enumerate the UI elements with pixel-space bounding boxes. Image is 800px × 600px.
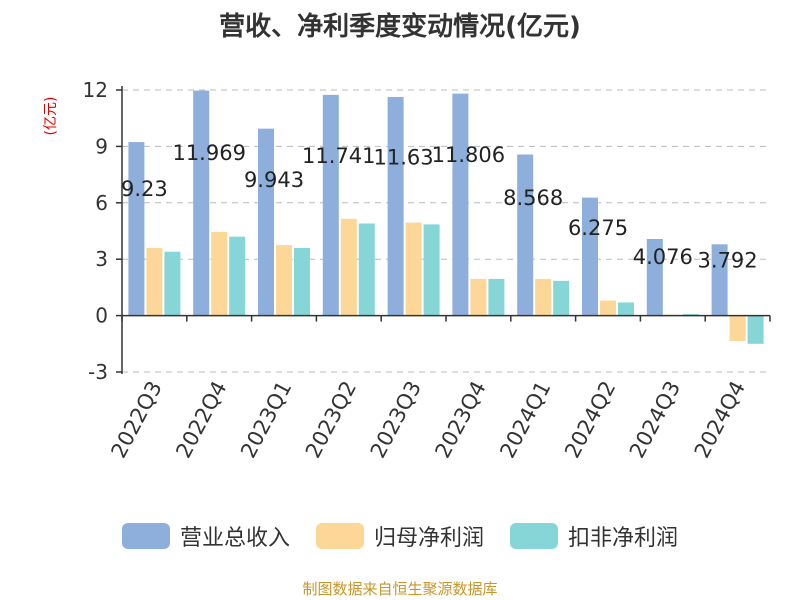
x-tick-label: 2024Q1 <box>495 377 555 462</box>
y-tick-label: 0 <box>95 304 108 328</box>
bar <box>646 238 663 316</box>
x-tick-label: 2022Q3 <box>106 377 166 462</box>
legend-swatch <box>510 523 558 549</box>
bar <box>405 222 422 316</box>
grid-layer <box>122 89 770 373</box>
data-label: 11.741 <box>302 144 375 168</box>
x-tick-label: 2023Q1 <box>236 377 296 462</box>
bar <box>258 128 274 316</box>
x-tick-label: 2023Q4 <box>430 377 490 462</box>
bar <box>276 245 292 316</box>
bar <box>517 154 534 316</box>
data-label: 11.969 <box>172 141 245 165</box>
legend-item[interactable]: 归母净利润 <box>315 520 484 552</box>
bar <box>553 280 570 316</box>
data-source-note: 制图数据来自恒生聚源数据库 <box>302 580 498 598</box>
bar <box>535 278 552 316</box>
x-tick-label: 2024Q2 <box>560 377 620 462</box>
data-label: 11.63 <box>374 146 434 170</box>
legend-label: 扣非净利润 <box>568 526 679 551</box>
bar <box>128 142 145 316</box>
data-label: 3.792 <box>698 249 758 273</box>
bar <box>340 218 357 316</box>
legend-label: 归母净利润 <box>373 526 484 551</box>
legend-item[interactable]: 扣非净利润 <box>510 520 678 552</box>
bar <box>146 247 163 316</box>
y-tick-label: 3 <box>95 247 108 271</box>
x-tick-label: 2024Q3 <box>625 377 685 462</box>
data-label: 11.806 <box>432 143 505 167</box>
bar <box>711 244 728 316</box>
x-tick-label: 2024Q4 <box>690 377 750 462</box>
bar <box>682 314 699 316</box>
bar <box>452 93 469 316</box>
legend-swatch <box>121 523 170 549</box>
x-tick-label: 2023Q3 <box>366 377 426 462</box>
bar <box>600 300 616 316</box>
legend-label: 营业总收入 <box>179 526 290 551</box>
bar <box>294 247 310 316</box>
legend-item[interactable]: 营业总收入 <box>121 520 290 552</box>
bar-layer <box>128 90 764 344</box>
bar <box>164 251 181 316</box>
data-label: 4.076 <box>633 245 693 269</box>
bar <box>358 223 375 316</box>
chart-title: 营收、净利季度变动情况(亿元) <box>219 12 581 42</box>
bar <box>211 231 228 316</box>
y-tick-label: -3 <box>88 360 108 384</box>
bar <box>747 315 764 344</box>
y-tick-label: 9 <box>95 134 108 158</box>
x-tick-label: 2023Q2 <box>301 377 361 462</box>
bar <box>322 94 339 316</box>
bar <box>729 315 746 341</box>
bar <box>582 197 598 316</box>
bar <box>387 96 404 316</box>
x-tick-label: 2022Q4 <box>171 377 231 462</box>
bar <box>229 236 246 316</box>
y-tick-label: 12 <box>83 78 108 102</box>
bar <box>618 302 634 316</box>
legend-swatch <box>315 523 364 549</box>
bar <box>488 278 505 316</box>
data-label: 9.943 <box>244 168 304 192</box>
data-label: 9.23 <box>121 177 168 201</box>
bar <box>193 90 210 316</box>
data-label: 8.568 <box>503 186 563 210</box>
legend: 营业总收入 归母净利润 扣非净利润 <box>0 516 800 556</box>
data-label: 6.275 <box>568 216 628 240</box>
y-tick-label: 6 <box>95 191 108 215</box>
bar <box>470 278 487 316</box>
bar <box>423 224 440 316</box>
